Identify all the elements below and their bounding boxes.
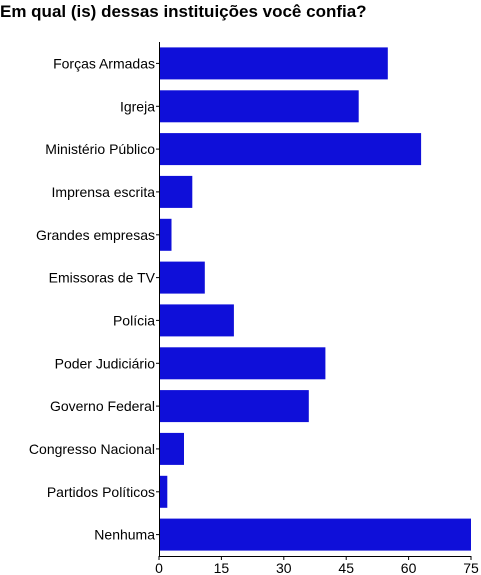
- category-label: Congresso Nacional: [29, 441, 155, 457]
- category-label: Imprensa escrita: [52, 184, 156, 200]
- bar: [159, 133, 422, 166]
- bar: [159, 90, 359, 123]
- x-tick-label: 15: [214, 560, 230, 575]
- category-label: Grandes empresas: [36, 227, 155, 243]
- bar: [159, 475, 168, 508]
- bar: [159, 304, 234, 337]
- x-tick-label: 30: [276, 560, 292, 575]
- bar: [159, 47, 388, 80]
- bar: [159, 390, 309, 423]
- x-tick-label: 60: [401, 560, 417, 575]
- x-tick-label: 45: [338, 560, 354, 575]
- bar: [159, 261, 205, 294]
- category-label: Governo Federal: [50, 398, 155, 414]
- bar: [159, 175, 193, 208]
- category-label: Emissoras de TV: [49, 270, 156, 286]
- category-label: Polícia: [113, 312, 155, 328]
- category-label: Nenhuma: [94, 527, 155, 543]
- category-label: Partidos Políticos: [47, 484, 155, 500]
- bar: [159, 432, 184, 465]
- bar: [159, 518, 471, 551]
- category-label: Poder Judiciário: [55, 355, 156, 371]
- category-label: Igreja: [120, 98, 155, 114]
- chart-title: Em qual (is) dessas instituições você co…: [0, 2, 367, 21]
- x-tick-label: 0: [155, 560, 163, 575]
- x-tick-label: 75: [463, 560, 479, 575]
- x-ticks: 0 15 30 45 60 75: [155, 556, 479, 575]
- category-label: Forças Armadas: [53, 55, 155, 71]
- bars-group: [159, 47, 471, 551]
- bar: [159, 347, 326, 380]
- category-label: Ministério Público: [45, 141, 155, 157]
- bar: [159, 218, 172, 251]
- category-labels: Forças Armadas Igreja Ministério Público Im…: [29, 55, 159, 543]
